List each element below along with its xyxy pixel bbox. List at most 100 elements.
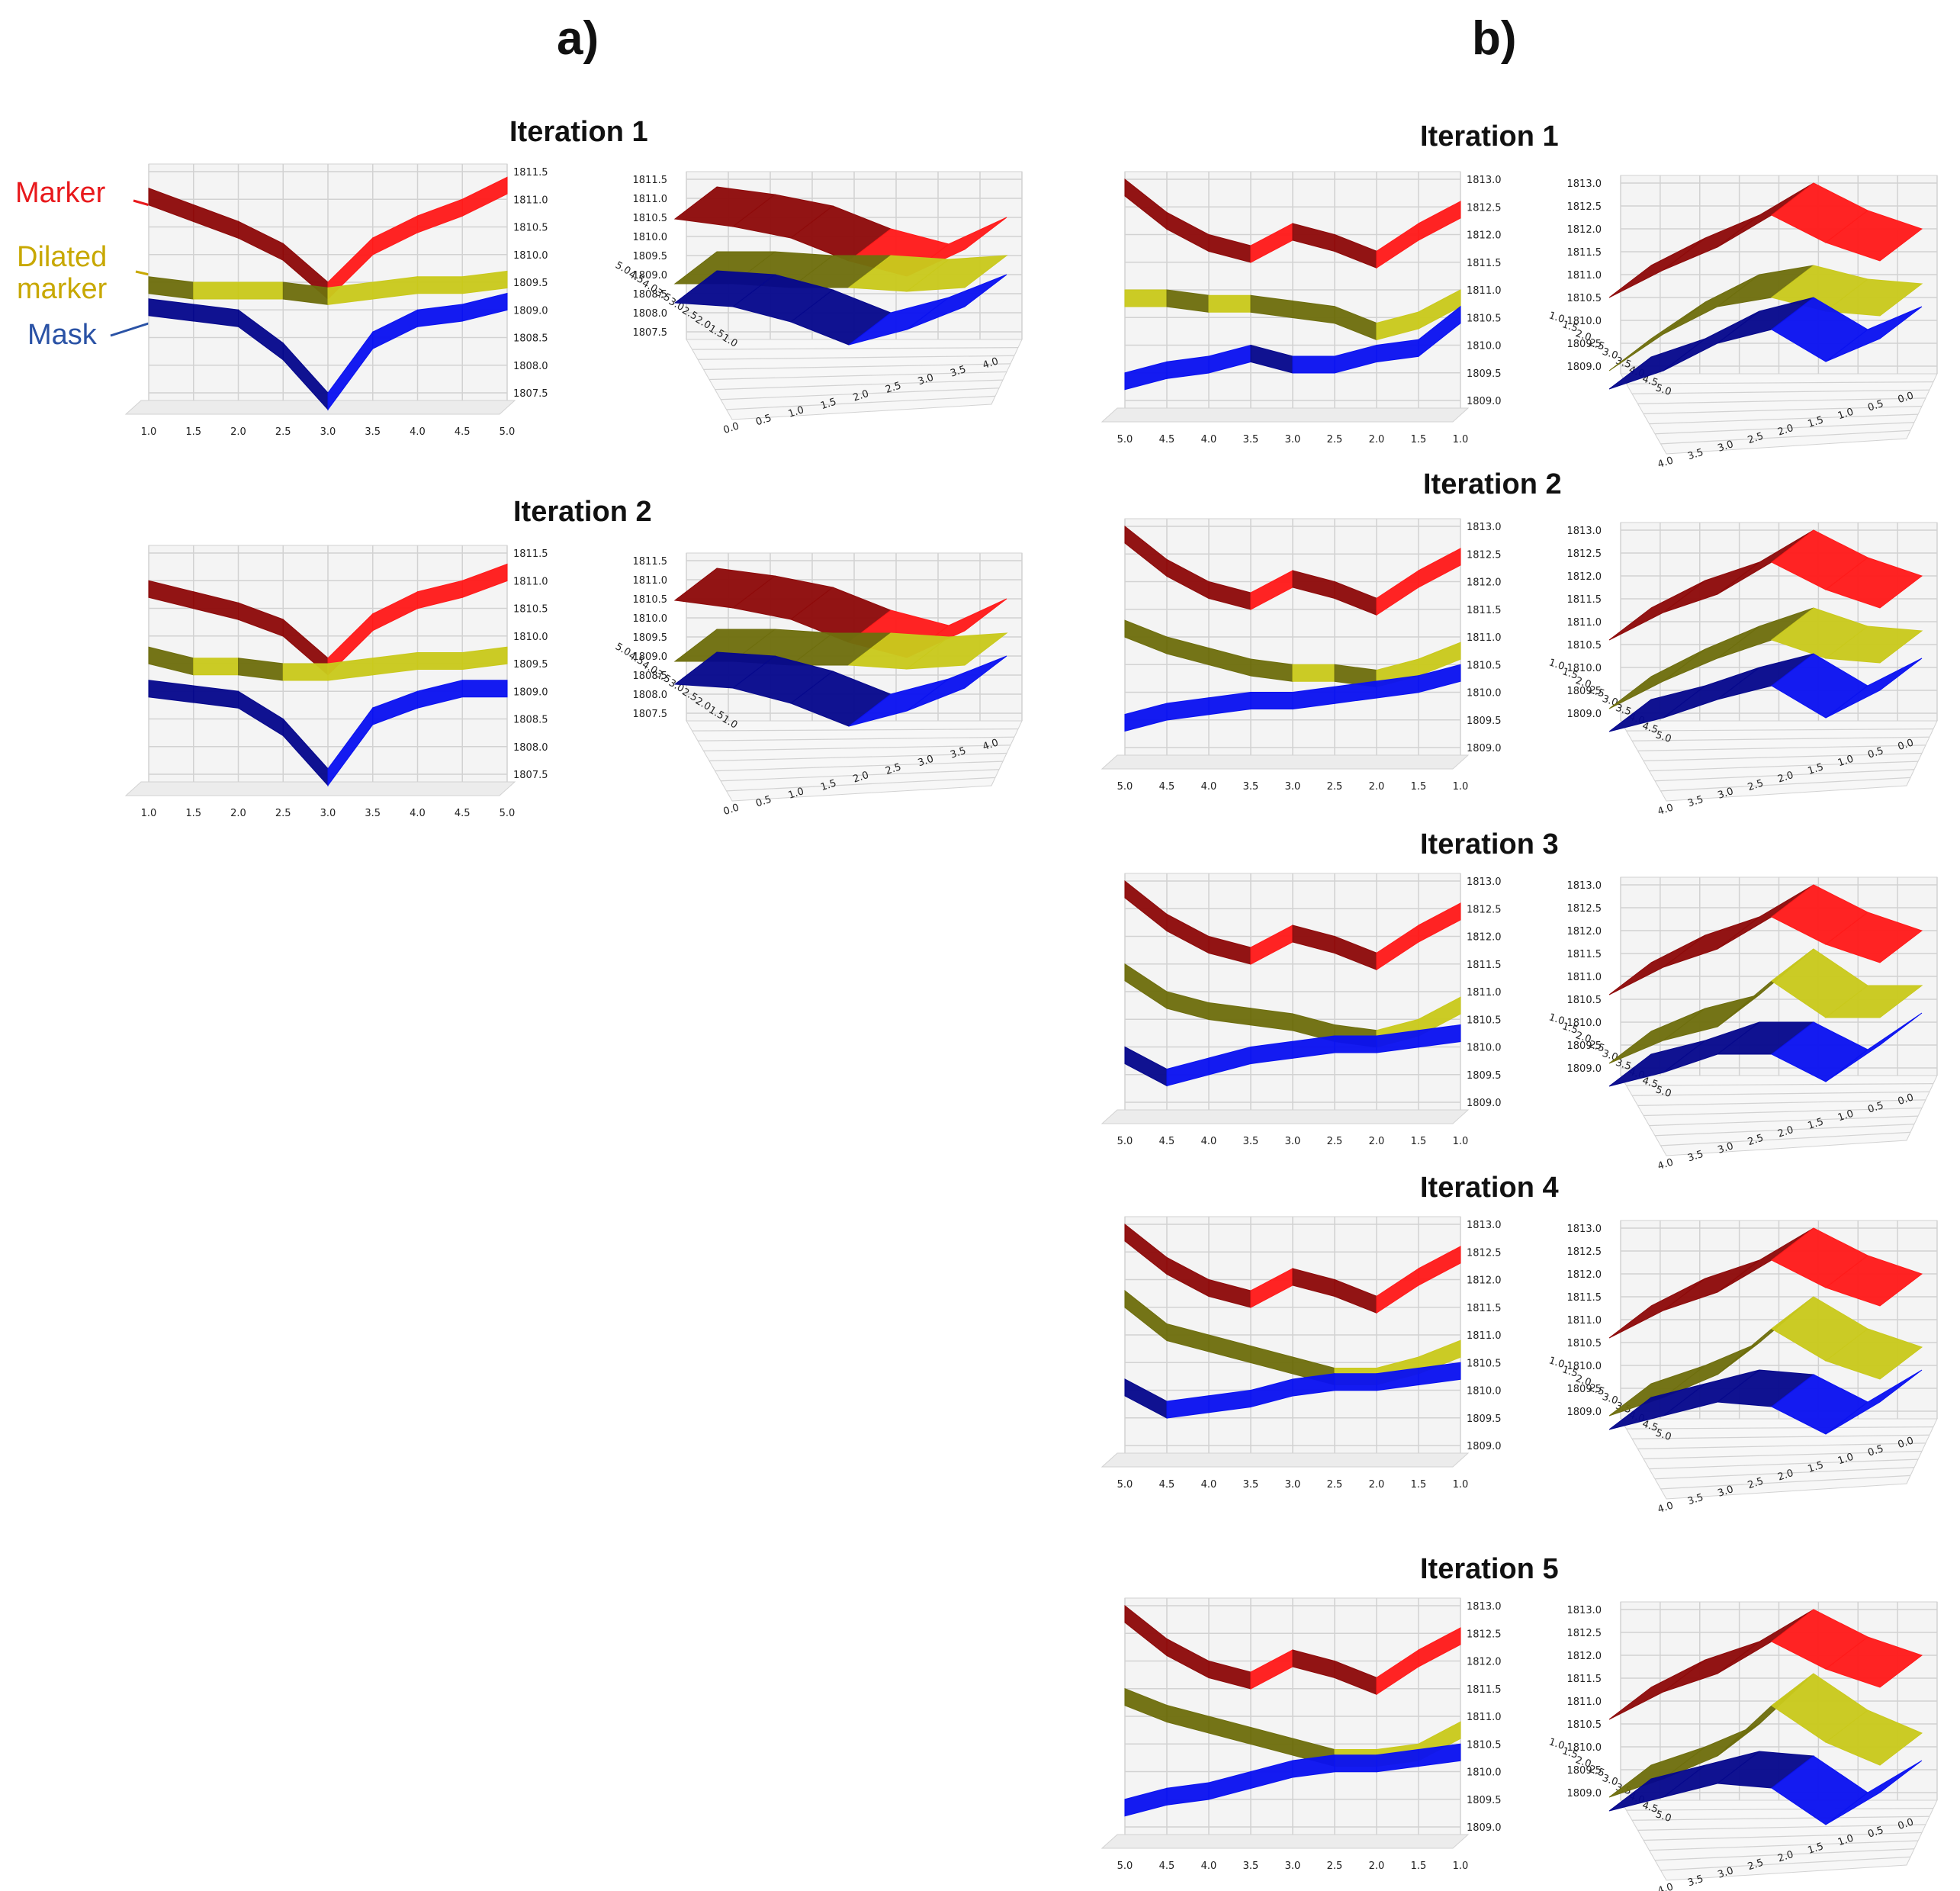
floor-grid-line <box>1649 1115 1919 1127</box>
z-tick-label: 1808.5 <box>633 671 668 682</box>
marker-surface-facet <box>1418 1246 1461 1286</box>
x-tick-label: 4.0 <box>410 426 426 438</box>
x-tick-label: 4.0 <box>1201 1860 1217 1872</box>
floor-grid-line <box>1626 1426 1934 1430</box>
z-tick-label: 1812.5 <box>1567 1246 1602 1258</box>
dilated-marker-surface-facet <box>193 658 239 676</box>
x-tick-label: 4.5 <box>1640 720 1659 736</box>
mask-surface-facet <box>1418 305 1461 358</box>
z-tick-label: 1813.0 <box>1467 1220 1502 1231</box>
floor-grid-line <box>1631 389 1930 394</box>
x-tick-label: 1.5 <box>185 426 201 438</box>
z-tick-label: 1813.0 <box>1567 178 1602 190</box>
z-tick-label: 1810.5 <box>513 223 548 234</box>
z-tick-label: 1809.5 <box>1567 1384 1602 1395</box>
x-tick-label: 4.5 <box>1640 1075 1659 1091</box>
y-tick-label: 0.0 <box>1897 1816 1915 1832</box>
floor-pane <box>1100 407 1470 423</box>
z-tick-label: 1809.0 <box>1567 1063 1602 1075</box>
x-tick-label: 2.5 <box>1587 684 1605 700</box>
y-tick-label: 4.0 <box>982 355 1000 371</box>
dilated-marker-surface-facet <box>1124 289 1168 307</box>
panel-b-label: b) <box>1472 12 1517 65</box>
floor-grid-line <box>1654 422 1915 435</box>
y-tick-label: 1.5 <box>1807 1459 1825 1475</box>
marker-surface-facet <box>461 176 508 217</box>
floor-grid-line <box>697 736 1015 741</box>
dilated-marker-surface-facet <box>1824 278 1923 317</box>
dilated-marker-surface-facet <box>905 632 1008 670</box>
x-tick-label: 3.5 <box>1243 1479 1259 1491</box>
z-tick-label: 1810.0 <box>1467 688 1502 699</box>
x-tick-label: 3.0 <box>1601 346 1619 362</box>
z-tick-label: 1811.5 <box>1567 1292 1602 1304</box>
chart-b-4-front: 1813.0 1812.5 1812.0 1811.5 1811.0 1810.5 1810… <box>1100 1216 1502 1491</box>
mask-surface-facet <box>1825 1012 1923 1082</box>
z-tick-label: 1810.0 <box>1567 316 1602 327</box>
mask-surface-facet <box>1825 1369 1923 1435</box>
marker-surface-facet <box>1824 557 1923 609</box>
z-tick-label: 1812.5 <box>1567 1628 1602 1639</box>
floor-grid-line <box>726 395 996 410</box>
z-tick-label: 1810.0 <box>513 250 548 262</box>
z-tick-label: 1808.0 <box>633 308 668 320</box>
x-tick-label: 5.0 <box>500 808 516 819</box>
z-tick-label: 1812.5 <box>1467 904 1502 915</box>
chart-a-2-oblique: 1811.5 1811.0 1810.5 1810.0 1809.5 1809.0 1808… <box>613 552 1023 818</box>
x-tick-label: 5.0 <box>1654 382 1672 398</box>
y-tick-label: 0.0 <box>1897 1435 1915 1451</box>
z-tick-label: 1811.0 <box>1467 987 1502 999</box>
x-tick-label: 1.5 <box>1411 1479 1427 1491</box>
x-tick-label: 1.0 <box>141 426 157 438</box>
z-tick-label: 1807.5 <box>633 709 668 720</box>
z-tick-label: 1811.5 <box>1467 258 1502 269</box>
z-tick-label: 1810.5 <box>1467 660 1502 671</box>
x-tick-label: 5.0 <box>1117 434 1133 445</box>
x-tick-label: 1.0 <box>1547 657 1566 673</box>
z-tick-label: 1813.0 <box>1467 1601 1502 1613</box>
y-tick-label: 1.5 <box>1807 1841 1825 1857</box>
z-tick-label: 1813.0 <box>1467 522 1502 533</box>
z-tick-label: 1809.5 <box>1567 1040 1602 1052</box>
z-tick-label: 1809.5 <box>513 278 548 289</box>
z-tick-label: 1811.0 <box>1467 632 1502 644</box>
chart-b-2-front: 1813.0 1812.5 1812.0 1811.5 1811.0 1810.5 1810… <box>1100 518 1502 793</box>
x-tick-label: 3.5 <box>1243 781 1259 793</box>
y-tick-label: 3.5 <box>1686 1492 1705 1508</box>
dilated-marker-surface-facet <box>461 646 508 671</box>
z-tick-label: 1810.0 <box>633 613 668 625</box>
x-tick-label: 3.0 <box>1285 781 1301 793</box>
dilated-marker-surface-facet <box>417 652 463 670</box>
floor-grid-line <box>720 388 1000 400</box>
marker-surface-facet <box>1418 1627 1461 1667</box>
z-tick-label: 1809.5 <box>1467 1795 1502 1806</box>
x-tick-label: 4.0 <box>410 808 426 819</box>
mask-surface-facet <box>1292 355 1335 374</box>
z-tick-label: 1810.5 <box>1467 1015 1502 1026</box>
dilated-marker-surface-facet <box>417 276 463 294</box>
x-tick-label: 4.5 <box>1159 1136 1175 1147</box>
marker-surface-facet <box>1824 1255 1923 1307</box>
mask-surface-facet <box>1334 1754 1377 1773</box>
z-tick-label: 1810.5 <box>1567 640 1602 651</box>
floor-pane <box>124 781 516 796</box>
x-tick-label: 3.0 <box>1285 1136 1301 1147</box>
dilated-marker-surface-facet <box>282 663 329 681</box>
x-tick-label: 3.5 <box>1243 434 1259 445</box>
x-tick-label: 4.5 <box>1640 373 1659 389</box>
floor-grid-line <box>1654 1467 1915 1480</box>
x-tick-label: 1.5 <box>1411 781 1427 793</box>
x-tick-label: 1.5 <box>1560 1021 1579 1037</box>
y-tick-label: 2.0 <box>1776 1849 1795 1865</box>
chart-b-2-oblique: 1813.0 1812.5 1812.0 1811.5 1811.0 1810.5 1810… <box>1547 522 1938 818</box>
x-tick-label: 2.5 <box>275 808 291 819</box>
z-tick-label: 1811.0 <box>1467 1330 1502 1342</box>
floor-grid-line <box>1649 761 1919 772</box>
floor-grid-line <box>703 745 1011 751</box>
dilated-marker-surface-facet <box>1824 985 1923 1018</box>
z-tick-label: 1810.5 <box>1567 1719 1602 1731</box>
x-tick-label: 3.0 <box>1285 1479 1301 1491</box>
x-tick-label: 1.0 <box>1547 1011 1566 1028</box>
floor-grid-line <box>1654 1848 1915 1861</box>
floor-grid-line <box>726 777 996 792</box>
